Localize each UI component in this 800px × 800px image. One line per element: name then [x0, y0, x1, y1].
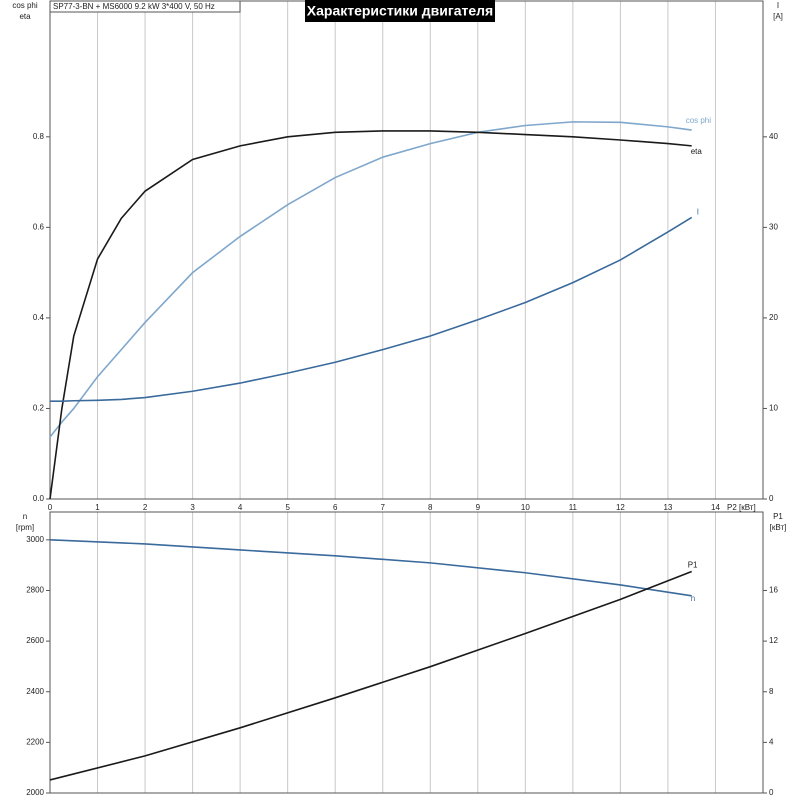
title-box: [305, 0, 495, 22]
y-tick-label: 2600: [26, 636, 44, 645]
chart-subtitle: SP77-3-BN + MS6000 9.2 kW 3*400 V, 50 Hz: [53, 2, 215, 11]
y2-tick-label: 16: [769, 586, 778, 595]
series-line: [49, 570, 692, 781]
series-label: eta: [691, 147, 703, 156]
x-tick-label: 11: [569, 503, 578, 512]
y2-tick-label: 12: [769, 636, 778, 645]
y-tick-label: 2000: [26, 788, 44, 797]
x-axis-label: P2 [кВт]: [727, 503, 756, 512]
y-axis-label: [rpm]: [16, 523, 34, 532]
series-label: I: [697, 208, 699, 217]
y2-axis-label: I: [777, 1, 779, 10]
y-tick-label: 2200: [26, 737, 44, 746]
y2-tick-label: 0: [769, 494, 774, 503]
y-tick-label: 2400: [26, 687, 44, 696]
y-tick-label: 0.0: [33, 494, 45, 503]
y-tick-label: 0.6: [33, 222, 45, 231]
x-tick-label: 14: [711, 503, 720, 512]
y2-tick-label: 40: [769, 132, 778, 141]
x-tick-label: 5: [285, 503, 290, 512]
x-tick-label: 6: [333, 503, 338, 512]
series-line: [49, 539, 692, 597]
series-label: n: [691, 594, 695, 603]
y2-tick-label: 10: [769, 404, 778, 413]
x-tick-label: 10: [521, 503, 530, 512]
x-tick-label: 7: [381, 503, 386, 512]
x-tick-label: 4: [238, 503, 243, 512]
y2-axis-label: [A]: [773, 12, 783, 21]
series-line: [50, 216, 693, 403]
x-tick-label: 1: [95, 503, 100, 512]
y-tick-label: 0.4: [33, 313, 45, 322]
y2-tick-label: 30: [769, 222, 778, 231]
x-tick-label: 8: [428, 503, 433, 512]
x-tick-label: 9: [476, 503, 481, 512]
x-tick-label: 12: [616, 503, 625, 512]
y2-tick-label: 4: [769, 737, 774, 746]
series-label: cos phi: [686, 116, 712, 125]
series-line: [49, 121, 692, 438]
plot-layer: 0 1 2 3 4 5 6 7 8 9 10 11 12 13 140.00.20.40.60.801020…: [12, 0, 787, 797]
x-tick-label: 13: [663, 503, 672, 512]
subtitle-box: [49, 0, 241, 13]
y2-tick-label: 20: [769, 313, 778, 322]
series-line: [49, 130, 692, 500]
plot-frame: [49, 511, 764, 794]
x-tick-label: 0: [48, 503, 53, 512]
y-tick-label: 3000: [26, 535, 44, 544]
chart-title: Характеристики двигателя: [307, 3, 493, 19]
y2-axis-label: [кВт]: [770, 523, 787, 532]
y2-axis-label: P1: [773, 512, 783, 521]
y-tick-label: 0.8: [33, 132, 45, 141]
y-axis-label: n: [23, 512, 27, 521]
y-tick-label: 0.2: [33, 404, 45, 413]
y-tick-label: 2800: [26, 586, 44, 595]
series-label: P1: [688, 561, 698, 570]
y-axis-label: cos phi: [12, 1, 38, 10]
x-tick-label: 2: [143, 503, 148, 512]
y2-tick-label: 0: [769, 788, 774, 797]
y2-tick-label: 8: [769, 687, 774, 696]
x-tick-label: 3: [190, 503, 195, 512]
y-axis-label: eta: [19, 12, 31, 21]
